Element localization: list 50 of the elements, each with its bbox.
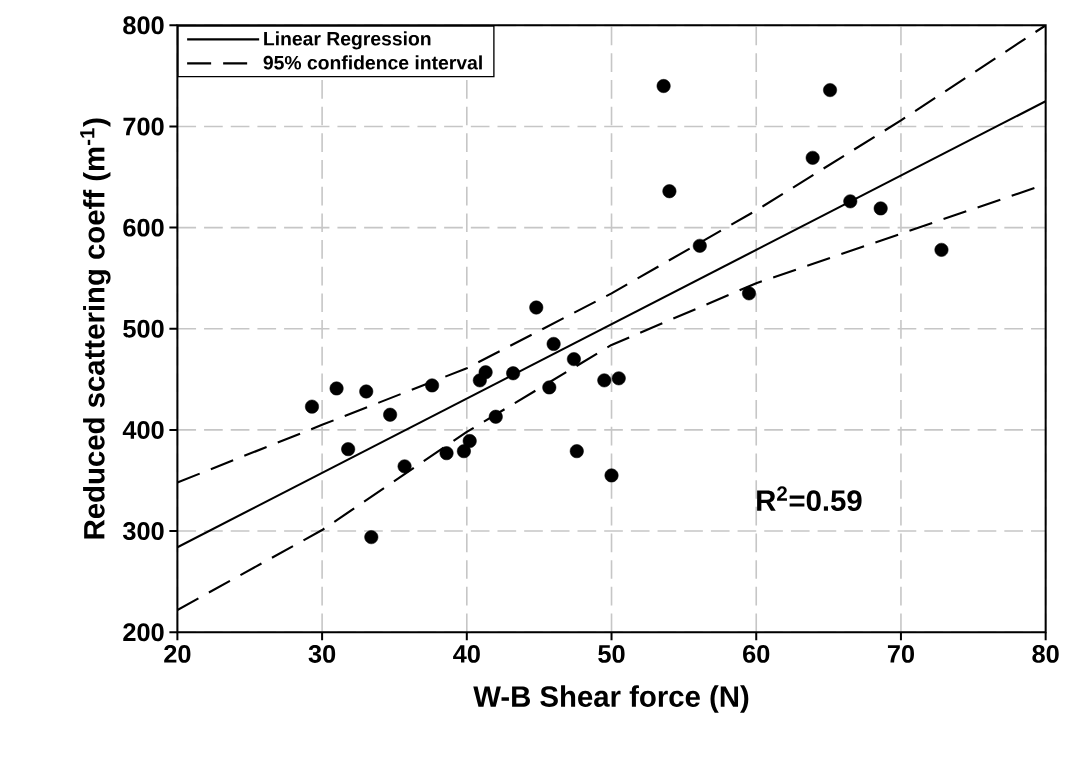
point [425, 378, 440, 393]
legend-label: 95% confidence interval [263, 55, 482, 70]
x-tick-label: 20 [164, 644, 191, 663]
y-tick-label: 600 [123, 218, 164, 237]
point [611, 371, 626, 386]
point [597, 373, 612, 388]
y-tick-label: 300 [122, 522, 164, 541]
point [478, 365, 493, 380]
x-tick-label: 50 [598, 644, 625, 663]
point [462, 434, 477, 449]
point [364, 530, 379, 545]
point [383, 407, 398, 422]
point [546, 337, 561, 351]
point [934, 242, 949, 257]
point [488, 409, 503, 424]
point [397, 459, 412, 474]
point [359, 384, 374, 399]
point [542, 380, 557, 395]
point [569, 444, 584, 459]
point [843, 194, 858, 209]
x-tick-label: 40 [453, 644, 480, 663]
point [873, 201, 888, 216]
point [742, 286, 756, 301]
point [329, 381, 344, 396]
y-tick-label: 500 [123, 319, 164, 338]
point [529, 300, 544, 315]
point [566, 352, 581, 367]
x-tick-label: 60 [743, 644, 770, 663]
y-tick-label: 400 [122, 420, 164, 439]
x-tick-label: 80 [1032, 644, 1059, 663]
y-tick-label: 700 [123, 117, 164, 136]
legend-label: Linear Regression [264, 31, 431, 50]
point [604, 468, 619, 483]
x-tick-label: 30 [308, 644, 336, 663]
point [439, 446, 454, 461]
point [341, 442, 356, 457]
x-axis-title: W-B Shear force (N) [473, 685, 749, 713]
y-axis-title: Reduced scattering coeff (m$^{-1}$) [80, 118, 111, 539]
y-tick-label: 800 [123, 16, 164, 35]
point [823, 83, 837, 98]
point [305, 399, 319, 414]
point [656, 79, 671, 94]
point [692, 238, 707, 253]
point [456, 444, 471, 459]
point [506, 366, 521, 381]
point [805, 150, 820, 165]
x-tick-label: 70 [887, 644, 914, 663]
y-tick-label: 200 [123, 623, 164, 642]
point [662, 184, 677, 199]
annotation: R$^{2}$=0.59 [757, 486, 862, 512]
